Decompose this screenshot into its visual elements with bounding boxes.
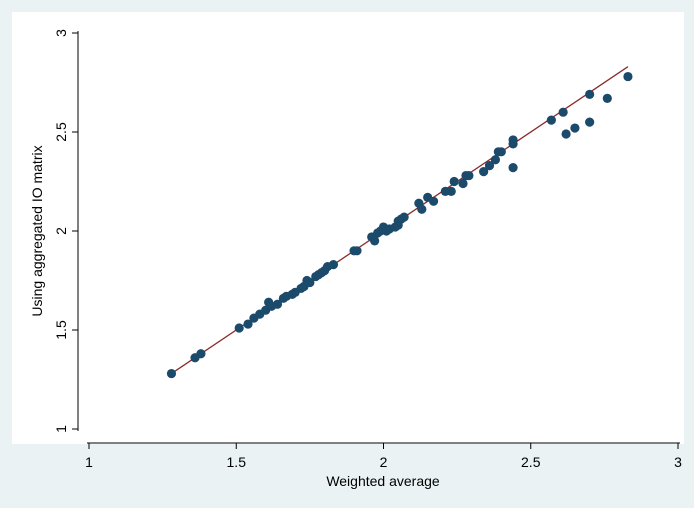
data-point bbox=[490, 155, 501, 165]
data-point bbox=[399, 212, 409, 222]
data-point bbox=[417, 204, 427, 214]
y-axis-label: Using aggregated IO matrix bbox=[29, 145, 45, 316]
data-point bbox=[508, 163, 518, 173]
x-tick-label: 2 bbox=[380, 454, 388, 470]
data-point bbox=[585, 117, 595, 127]
data-point bbox=[234, 323, 244, 333]
data-point bbox=[479, 167, 489, 177]
data-point bbox=[305, 277, 315, 288]
data-point bbox=[561, 129, 571, 139]
y-tick-label: 1 bbox=[53, 425, 69, 433]
x-tick-label: 2.5 bbox=[521, 454, 541, 470]
data-point bbox=[243, 319, 253, 329]
data-point bbox=[585, 89, 595, 99]
axes: 1 1.5 2 2.5 3 1 1.5 2 2.5 3 bbox=[53, 29, 682, 470]
data-point bbox=[623, 71, 633, 82]
y-tick-label: 1.5 bbox=[53, 320, 69, 340]
data-point bbox=[602, 93, 612, 103]
data-point bbox=[508, 139, 518, 149]
data-point bbox=[352, 246, 362, 256]
data-point bbox=[446, 186, 456, 196]
data-point bbox=[458, 178, 468, 189]
data-point bbox=[464, 170, 474, 181]
data-point bbox=[196, 349, 206, 359]
data-point bbox=[393, 220, 403, 230]
data-point bbox=[546, 115, 556, 125]
data-point bbox=[166, 368, 177, 379]
plot-area bbox=[12, 12, 684, 444]
x-axis-label: Weighted average bbox=[326, 473, 440, 489]
data-point bbox=[272, 299, 283, 309]
y-tick-label: 2 bbox=[53, 227, 69, 235]
y-tick-label: 3 bbox=[53, 29, 69, 37]
data-point bbox=[328, 260, 339, 270]
data-point bbox=[570, 123, 580, 133]
data-point bbox=[558, 107, 568, 117]
data-points bbox=[166, 71, 633, 379]
y-tick-label: 2.5 bbox=[53, 122, 69, 142]
x-tick-label: 3 bbox=[674, 454, 682, 470]
x-tick-label: 1.5 bbox=[227, 454, 247, 470]
data-point bbox=[496, 147, 506, 157]
data-point bbox=[449, 176, 459, 187]
data-point bbox=[370, 236, 380, 246]
data-point bbox=[428, 196, 439, 206]
data-point bbox=[484, 161, 495, 171]
x-tick-label: 1 bbox=[85, 454, 93, 470]
